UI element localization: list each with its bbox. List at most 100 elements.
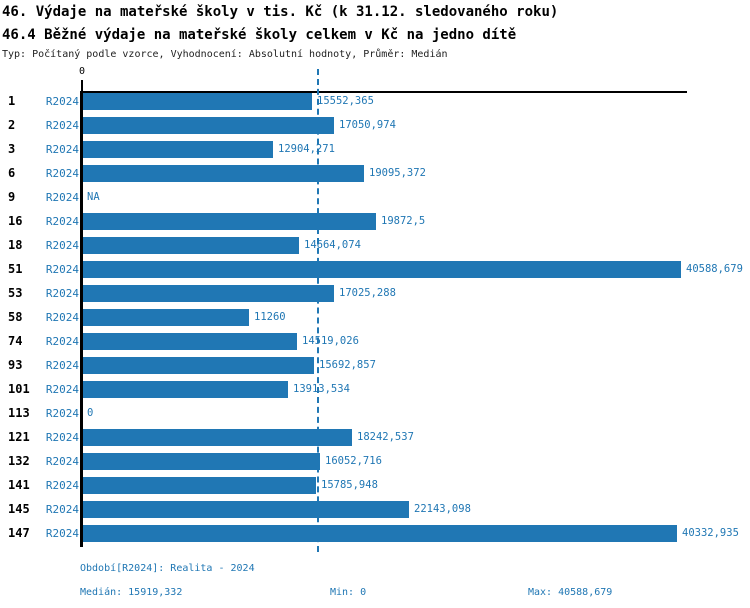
bar-value-label: 0 — [87, 407, 94, 419]
bar-value-label: 17050,974 — [339, 119, 396, 131]
bar-value-label: 19095,372 — [369, 167, 426, 179]
row-period-label: R2024 — [45, 311, 79, 324]
footer-min-stat: Min: 0 — [330, 587, 367, 598]
chart-title: 46. Výdaje na mateřské školy v tis. Kč (… — [2, 4, 559, 20]
bar-row: 145 R2024 22143,098 — [0, 501, 750, 525]
row-id-label: 101 — [8, 382, 30, 396]
row-period-label: R2024 — [45, 215, 79, 228]
row-period-label: R2024 — [45, 335, 79, 348]
bar — [83, 429, 352, 446]
row-id-label: 9 — [8, 190, 16, 204]
bar-value-label: 15692,857 — [319, 359, 376, 371]
bar-value-label: 15785,948 — [321, 479, 378, 491]
bar — [83, 525, 677, 542]
bar-row: 58 R2024 11260 — [0, 309, 750, 333]
row-id-label: 53 — [8, 286, 23, 300]
row-id-label: 3 — [8, 142, 16, 156]
row-period-label: R2024 — [45, 95, 79, 108]
row-period-label: R2024 — [45, 431, 79, 444]
row-id-label: 2 — [8, 118, 16, 132]
bar — [83, 381, 288, 398]
row-id-label: 51 — [8, 262, 23, 276]
bar-row: 53 R2024 17025,288 — [0, 285, 750, 309]
bar-row: 9 R2024 NA — [0, 189, 750, 213]
bar-row: 2 R2024 17050,974 — [0, 117, 750, 141]
row-period-label: R2024 — [45, 455, 79, 468]
bar-row: 101 R2024 13913,534 — [0, 381, 750, 405]
bar-row: 147 R2024 40332,935 — [0, 525, 750, 549]
bar — [83, 117, 334, 134]
bar — [83, 501, 409, 518]
row-period-label: R2024 — [45, 407, 79, 420]
row-period-label: R2024 — [45, 239, 79, 252]
bar-value-label: 40588,679 — [686, 263, 743, 275]
chart-subtitle: 46.4 Běžné výdaje na mateřské školy celk… — [2, 27, 517, 43]
bar — [83, 357, 314, 374]
row-period-label: R2024 — [45, 143, 79, 156]
bar-row: 121 R2024 18242,537 — [0, 429, 750, 453]
row-period-label: R2024 — [45, 527, 79, 540]
row-period-label: R2024 — [45, 119, 79, 132]
bar — [83, 453, 320, 470]
row-period-label: R2024 — [45, 383, 79, 396]
bar-value-label: 40332,935 — [682, 527, 739, 539]
footer-median-stat: Medián: 15919,332 — [80, 587, 183, 598]
bar-row: 51 R2024 40588,679 — [0, 261, 750, 285]
bar-row: 113 R2024 0 — [0, 405, 750, 429]
bar — [83, 141, 273, 158]
bar-row: 93 R2024 15692,857 — [0, 357, 750, 381]
row-period-label: R2024 — [45, 263, 79, 276]
row-period-label: R2024 — [45, 191, 79, 204]
bar-value-label: NA — [87, 191, 100, 203]
bar-value-label: 17025,288 — [339, 287, 396, 299]
bar-value-label: 15552,365 — [317, 95, 374, 107]
row-id-label: 113 — [8, 406, 30, 420]
row-id-label: 16 — [8, 214, 23, 228]
bar — [83, 333, 297, 350]
footer-max-stat: Max: 40588,679 — [528, 587, 613, 598]
row-id-label: 141 — [8, 478, 30, 492]
bar — [83, 93, 312, 110]
bar — [83, 285, 334, 302]
bar-value-label: 14519,026 — [302, 335, 359, 347]
bar-value-label: 13913,534 — [293, 383, 350, 395]
bar — [83, 477, 316, 494]
x-axis-zero-label: 0 — [78, 66, 86, 77]
bar-row: 3 R2024 12904,271 — [0, 141, 750, 165]
bar — [83, 213, 376, 230]
row-id-label: 18 — [8, 238, 23, 252]
bar-value-label: 12904,271 — [278, 143, 335, 155]
bar-row: 6 R2024 19095,372 — [0, 165, 750, 189]
row-period-label: R2024 — [45, 287, 79, 300]
x-axis-line — [80, 91, 687, 93]
bar-value-label: 19872,5 — [381, 215, 426, 227]
row-id-label: 93 — [8, 358, 23, 372]
row-period-label: R2024 — [45, 359, 79, 372]
bar-value-label: 14664,074 — [304, 239, 361, 251]
bar — [83, 237, 299, 254]
bar-value-label: 22143,098 — [414, 503, 471, 515]
bar-value-label: 16052,716 — [325, 455, 382, 467]
row-id-label: 74 — [8, 334, 23, 348]
bar-value-label: 11260 — [254, 311, 286, 323]
bar — [83, 261, 681, 278]
x-axis-zero-tick — [81, 80, 83, 91]
row-id-label: 145 — [8, 502, 30, 516]
row-period-label: R2024 — [45, 479, 79, 492]
bar-row: 141 R2024 15785,948 — [0, 477, 750, 501]
bar — [83, 309, 249, 326]
row-id-label: 121 — [8, 430, 30, 444]
bar-value-label: 18242,537 — [357, 431, 414, 443]
row-id-label: 1 — [8, 94, 16, 108]
bar-row: 74 R2024 14519,026 — [0, 333, 750, 357]
row-period-label: R2024 — [45, 167, 79, 180]
footer-period-info: Období[R2024]: Realita - 2024 — [80, 563, 255, 574]
row-id-label: 58 — [8, 310, 23, 324]
bar-row: 132 R2024 16052,716 — [0, 453, 750, 477]
row-id-label: 147 — [8, 526, 30, 540]
median-dashed-line — [316, 69, 319, 552]
row-id-label: 132 — [8, 454, 30, 468]
row-id-label: 6 — [8, 166, 16, 180]
row-period-label: R2024 — [45, 503, 79, 516]
y-axis-line — [80, 91, 83, 547]
